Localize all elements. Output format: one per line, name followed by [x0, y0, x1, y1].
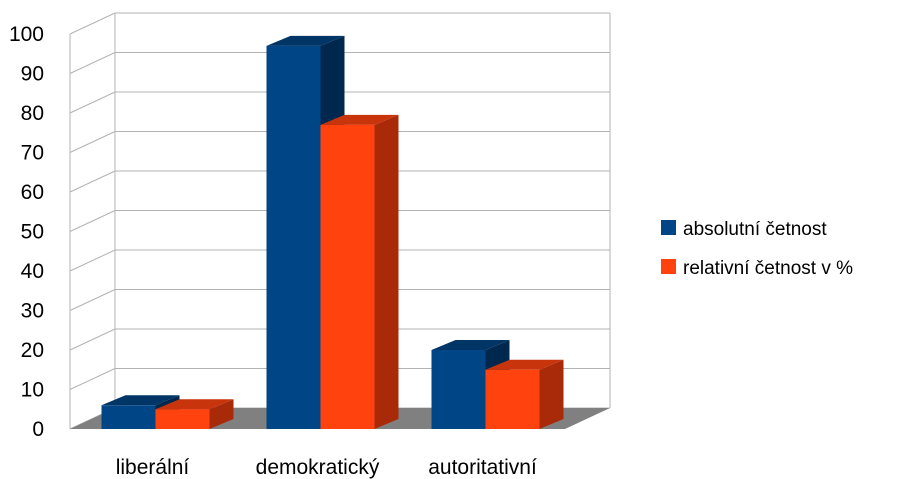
gridline-side [69, 12, 116, 35]
x-tick-label: demokratický [256, 456, 380, 479]
x-tick-label: liberální [116, 456, 190, 479]
legend-label: relativní četnost v % [683, 258, 853, 279]
legend-swatch [661, 259, 676, 274]
bar-side [374, 114, 399, 429]
bar-front [320, 124, 375, 429]
legend: absolutní četnost relativní četnost v % [661, 219, 853, 279]
bar-front [266, 45, 321, 429]
bar [320, 114, 399, 429]
bar-top [155, 399, 234, 410]
bar-top [101, 395, 180, 406]
chart-bars [101, 35, 564, 429]
y-tick-label: 60 [21, 181, 44, 204]
y-tick-label: 40 [21, 260, 44, 283]
bar [485, 359, 564, 429]
gridline-side [69, 131, 116, 153]
gridline-side [69, 170, 116, 193]
y-tick-label: 50 [21, 221, 44, 244]
bar [155, 399, 234, 429]
bar-front [155, 409, 210, 429]
bar-front [431, 350, 486, 429]
bar-side [539, 359, 564, 429]
bar-top [266, 35, 345, 46]
y-tick-label: 70 [21, 142, 44, 165]
legend-swatch [661, 220, 676, 235]
gridline-side [69, 52, 116, 74]
y-axis-ticks: 0 10 20 30 40 50 60 70 80 90 100 [9, 23, 44, 441]
bar-front [485, 369, 540, 429]
bar-top [485, 359, 564, 370]
y-tick-label: 20 [21, 339, 44, 362]
y-tick-label: 0 [32, 418, 44, 441]
gridline-side [69, 328, 116, 351]
y-tick-label: 100 [9, 23, 44, 46]
gridline-side [69, 368, 116, 390]
gridline-side [69, 249, 116, 272]
y-tick-label: 10 [21, 379, 44, 402]
bar-top [320, 114, 399, 125]
legend-label: absolutní četnost [683, 219, 827, 240]
x-axis-ticks: liberální demokratický autoritativní [116, 456, 537, 479]
y-tick-label: 90 [21, 63, 44, 86]
x-tick-label: autoritativní [428, 456, 537, 479]
gridline-side [69, 91, 116, 114]
gridline-side [69, 210, 116, 232]
y-tick-label: 80 [21, 102, 44, 125]
gridline-side [69, 289, 116, 311]
y-tick-label: 30 [21, 300, 44, 323]
bar-side [209, 399, 234, 429]
bar-front [101, 405, 156, 429]
bar-top [431, 340, 510, 350]
